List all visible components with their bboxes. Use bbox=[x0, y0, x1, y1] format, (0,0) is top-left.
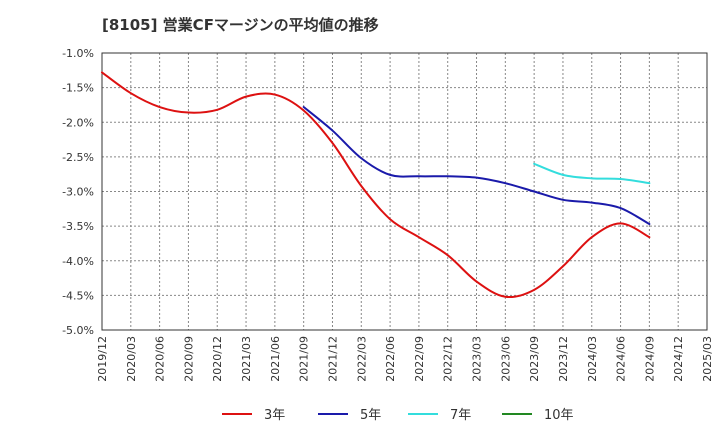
legend: 3年 5年 7年 10年 bbox=[222, 408, 574, 423]
plot-area-border bbox=[101, 52, 708, 331]
x-tick-label: 2024/03 bbox=[586, 336, 599, 382]
x-tick-label: 2025/03 bbox=[701, 336, 714, 382]
y-tick-label: -2.0% bbox=[62, 116, 94, 129]
x-axis-ticks: 2019/12 2020/03 2020/06 2020/09 2020/12 2021/… bbox=[96, 336, 714, 382]
x-tick-label: 2022/06 bbox=[384, 336, 397, 382]
legend-label-2: 5年 bbox=[360, 408, 381, 423]
x-tick-label: 2020/03 bbox=[125, 336, 138, 382]
chart-title: [8105] 営業CFマージンの平均値の推移 bbox=[102, 16, 379, 34]
y-tick-label: -4.0% bbox=[62, 255, 94, 268]
y-tick-label: -3.0% bbox=[62, 186, 94, 199]
y-tick-label: -1.0% bbox=[62, 47, 94, 60]
x-tick-label: 2021/03 bbox=[240, 336, 253, 382]
series-line-1 bbox=[101, 71, 651, 299]
y-axis-ticks: -1.0% -1.5% -2.0% -2.5% -3.0% -3.5% -4.0% -4.5%… bbox=[62, 47, 94, 337]
x-tick-label: 2022/03 bbox=[355, 336, 368, 382]
legend-label-4: 10年 bbox=[544, 408, 574, 423]
x-tick-label: 2024/09 bbox=[643, 336, 656, 382]
legend-label-3: 7年 bbox=[450, 408, 471, 423]
x-tick-label: 2020/09 bbox=[182, 336, 195, 382]
y-tick-label: -3.5% bbox=[62, 220, 94, 233]
legend-label-1: 3年 bbox=[264, 408, 285, 423]
series-line-2 bbox=[302, 106, 651, 226]
x-tick-label: 2020/06 bbox=[154, 336, 167, 382]
x-tick-label: 2021/06 bbox=[269, 336, 282, 382]
data-series bbox=[101, 71, 651, 299]
y-tick-label: -4.5% bbox=[62, 289, 94, 302]
y-tick-label: -2.5% bbox=[62, 151, 94, 164]
x-tick-label: 2023/09 bbox=[528, 336, 541, 382]
x-tick-label: 2022/12 bbox=[442, 336, 455, 382]
y-tick-label: -1.5% bbox=[62, 82, 94, 95]
x-tick-label: 2024/12 bbox=[672, 336, 685, 382]
y-tick-label: -5.0% bbox=[62, 324, 94, 337]
x-tick-label: 2019/12 bbox=[96, 336, 109, 382]
x-tick-label: 2021/12 bbox=[326, 336, 339, 382]
x-tick-label: 2023/06 bbox=[499, 336, 512, 382]
series-line-3 bbox=[533, 162, 651, 185]
x-tick-label: 2023/03 bbox=[471, 336, 484, 382]
x-tick-label: 2021/09 bbox=[298, 336, 311, 382]
x-tick-label: 2024/06 bbox=[615, 336, 628, 382]
x-tick-label: 2022/09 bbox=[413, 336, 426, 382]
grid-lines bbox=[102, 53, 707, 330]
x-tick-label: 2020/12 bbox=[211, 336, 224, 382]
x-tick-label: 2023/12 bbox=[557, 336, 570, 382]
